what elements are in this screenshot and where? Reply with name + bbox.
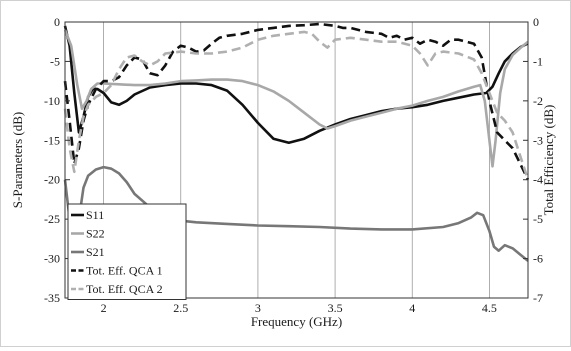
legend-label: S22 [86,227,105,241]
x-tick-label: 2.5 [173,301,188,315]
x-tick-label: 3.5 [328,301,343,315]
x-tick-label: 3 [255,301,261,315]
x-tick-label: 4.5 [482,301,497,315]
legend-label: Tot. Eff. QCA 2 [86,282,163,296]
y-tick-label-left: -30 [44,252,60,266]
y-tick-label-left: -25 [44,212,60,226]
y-tick-label-right: 0 [533,15,539,29]
y-tick-label-right: -7 [533,291,543,305]
y-tick-label-left: -10 [44,94,60,108]
s-parameter-efficiency-chart: 2 2.5 3 3.5 4 4.5 0 -5 -10 -15 -20 -25 -30 -35 0 -1 -2 -3… [10,15,556,329]
x-tick-label: 4 [409,301,415,315]
y-axis-label-right: Total Efficiency (dB) [541,105,556,216]
y-tick-label-right: -6 [533,252,543,266]
series-line-4 [63,22,530,181]
series-line-2 [63,29,529,168]
legend-label: S21 [86,245,105,259]
y-tick-label-left: 0 [54,15,60,29]
legend-label: Tot. Eff. QCA 1 [86,264,163,278]
legend-label: S11 [86,208,104,222]
y-tick-label-right: -3 [533,133,543,147]
x-tick-label: 2 [101,301,107,315]
y-tick-label-left: -15 [44,133,60,147]
y-tick-label-left: -35 [44,291,60,305]
y-tick-label-right: -1 [533,54,543,68]
y-tick-label-right: -4 [533,173,543,187]
y-tick-label-right: -5 [533,212,543,226]
x-axis-label: Frequency (GHz) [251,314,342,329]
series-line-5 [63,30,530,181]
y-axis-label-left: S-Parameters (dB) [10,112,25,208]
series-line-3 [63,165,529,262]
chart-legend: S11 S22 S21 Tot. Eff. QCA 1 Tot. Eff. QCA 2 [67,203,187,300]
y-tick-label-right: -2 [533,94,543,108]
y-tick-label-left: -20 [44,173,60,187]
legend-box [67,203,187,300]
y-tick-label-left: -5 [50,54,60,68]
plot-area-border [64,21,529,299]
